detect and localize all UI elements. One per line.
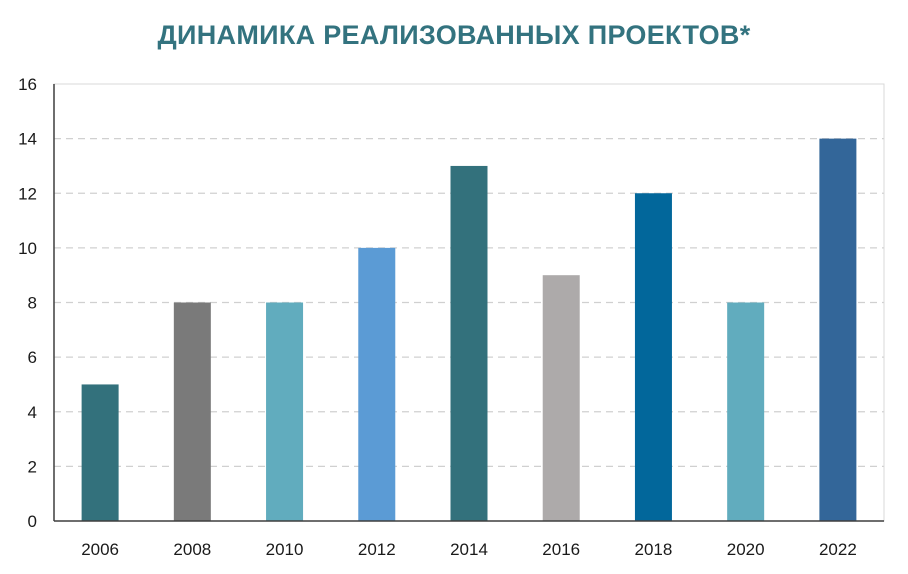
y-tick-label-10: 10 bbox=[18, 239, 37, 258]
bar-2012 bbox=[358, 247, 396, 521]
x-tick-label-2018: 2018 bbox=[635, 540, 673, 559]
x-tick-label-2008: 2008 bbox=[173, 540, 211, 559]
x-tick-labels: 2006 2008 2010 2012 2014 2016 2018 2020 2022 bbox=[81, 540, 857, 559]
y-tick-label-2: 2 bbox=[28, 457, 37, 476]
bar-2016 bbox=[542, 275, 580, 521]
bar-2008 bbox=[173, 302, 211, 521]
bar-2010 bbox=[266, 302, 304, 521]
bar-2014 bbox=[450, 165, 488, 521]
axes bbox=[53, 83, 885, 522]
x-tick-label-2010: 2010 bbox=[266, 540, 304, 559]
x-tick-label-2012: 2012 bbox=[358, 540, 396, 559]
bar-2018 bbox=[634, 193, 672, 521]
y-tick-label-4: 4 bbox=[28, 403, 37, 422]
y-tick-labels: 0 2 4 6 8 10 12 14 16 bbox=[18, 75, 37, 531]
y-tick-label-14: 14 bbox=[18, 130, 37, 149]
y-tick-label-16: 16 bbox=[18, 75, 37, 94]
x-tick-label-2006: 2006 bbox=[81, 540, 119, 559]
x-tick-label-2022: 2022 bbox=[819, 540, 857, 559]
y-tick-label-6: 6 bbox=[28, 348, 37, 367]
y-tick-label-0: 0 bbox=[28, 512, 37, 531]
x-tick-label-2014: 2014 bbox=[450, 540, 488, 559]
y-tick-label-12: 12 bbox=[18, 184, 37, 203]
x-tick-label-2016: 2016 bbox=[542, 540, 580, 559]
bar-2020 bbox=[727, 302, 765, 521]
chart-title: ДИНАМИКА РЕАЛИЗОВАННЫХ ПРОЕКТОВ* bbox=[157, 20, 751, 50]
bars bbox=[81, 138, 857, 521]
x-tick-label-2020: 2020 bbox=[727, 540, 765, 559]
bar-2022 bbox=[819, 138, 857, 521]
y-tick-label-8: 8 bbox=[28, 294, 37, 313]
bar-2006 bbox=[81, 384, 119, 521]
